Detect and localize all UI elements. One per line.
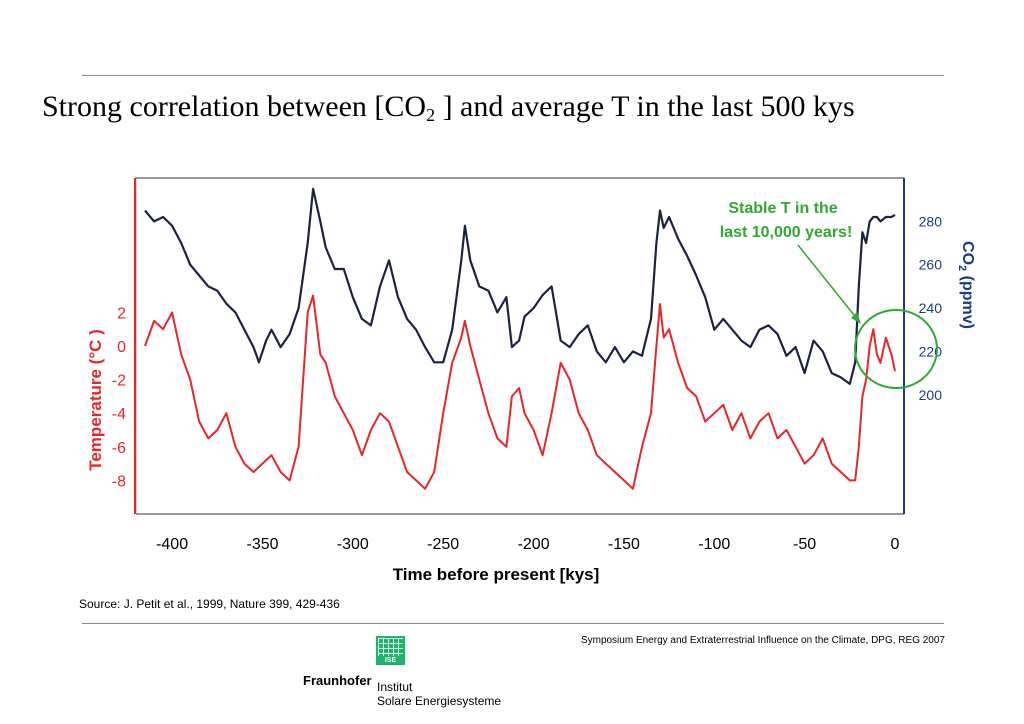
fraunhofer-logo: ISE Fraunhofer Institut Solare Energiesy… (303, 636, 503, 716)
title-tail: ] and average T in the last 500 kys (435, 90, 855, 123)
y-left-tick-label: -2 (112, 373, 126, 390)
top-rule (82, 75, 944, 76)
ise-logo-icon: ISE (376, 636, 405, 665)
x-tick-label: -200 (518, 536, 550, 553)
series-line-temperature (144, 294, 896, 490)
slide-title: Strong correlation between [CO2 ] and av… (42, 90, 1002, 126)
y-right-tick-label: 240 (919, 300, 943, 316)
bottom-rule (82, 623, 944, 624)
y-right-label-sub: 2 (956, 265, 968, 271)
y-left-tick-label: -8 (112, 473, 126, 490)
logo-institute-line2: Solare Energiesysteme (377, 694, 502, 708)
plot-frame (134, 177, 905, 515)
source-citation: Source: J. Petit et al., 1999, Nature 39… (79, 597, 340, 611)
x-tick-label: -250 (427, 536, 459, 553)
y-left-tick-label: 2 (117, 305, 126, 322)
y-right-axis-label: CO2 (ppmv) (956, 241, 976, 329)
footer-text: Symposium Energy and Extraterrestrial In… (580, 635, 945, 646)
y-right-label-tail: (ppmv) (959, 271, 976, 329)
x-tick-label: -50 (793, 536, 816, 553)
x-tick-label: -350 (246, 536, 278, 553)
y-right-label-main: CO (959, 241, 976, 265)
y-right-tick-label: 280 (919, 213, 943, 229)
x-tick-label: -300 (337, 536, 369, 553)
y-right-tick-label: 220 (919, 343, 943, 359)
logo-institute-line1: Institut (377, 680, 413, 694)
logo-mark-text: ISE (384, 657, 397, 664)
series-line-co2 (144, 187, 896, 385)
annotation: Stable T in the last 10,000 years! (720, 200, 938, 389)
y-right-tick-label: 200 (919, 387, 943, 403)
chart: -400 -350 -300 -250 -200 -150 -100 -50 0 2 0 -2 -4 -… (86, 177, 976, 584)
annotation-circle (854, 309, 938, 389)
x-axis-label: Time before present [kys] (393, 565, 600, 584)
x-tick-label: 0 (891, 536, 900, 553)
y-right-tick-label: 260 (919, 257, 943, 273)
logo-name: Fraunhofer (303, 673, 372, 688)
y-left-axis-label: Temperature (°C ) (86, 329, 105, 471)
x-tick-labels: -400 -350 -300 -250 -200 -150 -100 -50 0 (156, 536, 899, 553)
x-tick-label: -100 (698, 536, 730, 553)
y-left-tick-label: 0 (117, 339, 126, 356)
y-left-tick-label: -4 (112, 406, 126, 423)
title-main: Strong correlation between [CO (42, 90, 427, 123)
annotation-arrowhead (851, 312, 861, 324)
series-layer (144, 187, 896, 490)
y-left-tick-labels: 2 0 -2 -4 -6 -8 (112, 305, 126, 490)
annotation-line1: Stable T in the (728, 200, 837, 217)
x-tick-label: -150 (608, 536, 640, 553)
title-subscript: 2 (426, 105, 436, 125)
annotation-line2: last 10,000 years! (720, 224, 853, 241)
y-right-tick-labels: 280 260 240 220 200 (919, 213, 943, 402)
x-tick-label: -400 (156, 536, 188, 553)
annotation-arrow (797, 244, 859, 321)
y-left-tick-label: -6 (112, 440, 126, 457)
